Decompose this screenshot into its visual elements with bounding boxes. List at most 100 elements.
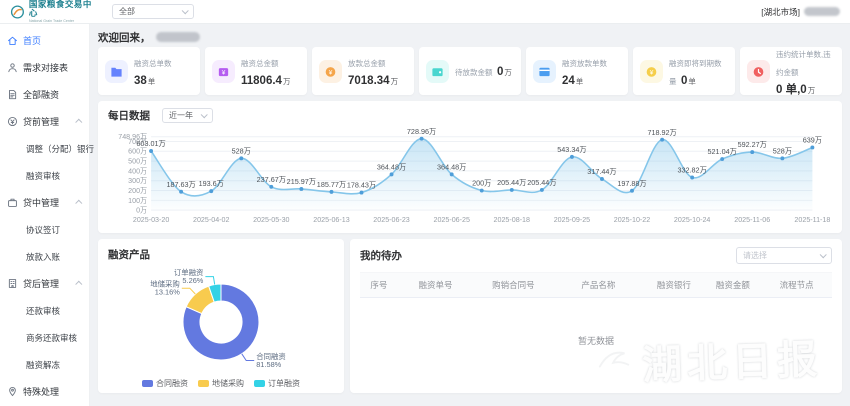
svg-text:200万: 200万 bbox=[128, 187, 147, 195]
market-filter-select[interactable]: 全部 bbox=[112, 4, 194, 19]
todo-filter-select[interactable]: 请选择 bbox=[736, 246, 832, 264]
chevron-down-icon bbox=[200, 111, 208, 119]
market-filter-value: 全部 bbox=[119, 7, 135, 16]
svg-text:¥: ¥ bbox=[329, 69, 333, 76]
chevron-down-icon bbox=[819, 250, 827, 258]
stat-unit: 万 bbox=[807, 86, 816, 95]
date-range-select[interactable]: 近一年 bbox=[162, 108, 213, 123]
sidebar: 首页 需求对接表 全部融资 贷前管理 调整（分配）银行 融资审核 贷中管理 协议… bbox=[0, 24, 94, 406]
svg-text:364.48万: 364.48万 bbox=[377, 162, 406, 171]
svg-text:317.44万: 317.44万 bbox=[587, 167, 616, 176]
money-box-icon: ¥ bbox=[212, 59, 235, 83]
column-header-product-name: 产品名称 bbox=[553, 271, 644, 298]
sidebar-item-all-financing[interactable]: 全部融资 bbox=[0, 81, 89, 108]
stat-label: 融资即将到期数量 bbox=[669, 59, 722, 86]
card-icon bbox=[533, 59, 556, 83]
legend-item[interactable]: 地储采购 bbox=[198, 378, 244, 389]
sidebar-item-label: 融资解冻 bbox=[26, 359, 61, 370]
stat-label: 放款总金额 bbox=[348, 59, 386, 68]
svg-text:332.82万: 332.82万 bbox=[678, 166, 707, 175]
sidebar-item-label: 需求对接表 bbox=[23, 63, 69, 73]
svg-text:81.58%: 81.58% bbox=[256, 360, 281, 369]
stat-card-defaults: 违约统计单数,违约金额 0 单,0万 bbox=[740, 47, 842, 96]
svg-text:13.16%: 13.16% bbox=[155, 287, 180, 296]
stat-value: 7018.34 bbox=[348, 75, 390, 87]
stat-unit: 万 bbox=[390, 77, 399, 86]
stat-card-disbursed-orders: 融资放款单数 24单 bbox=[526, 47, 628, 95]
stat-cards-row: 融资总单数 38单 ¥ 融资总金额 11806.4万 ¥ 放款总金额 7018.… bbox=[98, 47, 842, 96]
financing-products-panel: 融资产品 合同融资 81.58% 地储采购 13.16% 订单融资 5.26% 合同融资地… bbox=[98, 238, 344, 393]
svg-text:2025-03-20: 2025-03-20 bbox=[133, 216, 169, 224]
clock-icon bbox=[747, 59, 770, 83]
document-icon bbox=[9, 89, 17, 100]
sidebar-group-pre-loan[interactable]: 贷前管理 bbox=[0, 108, 89, 135]
svg-text:2025-10-24: 2025-10-24 bbox=[674, 216, 710, 224]
sidebar-item-demand-table[interactable]: 需求对接表 bbox=[0, 54, 89, 81]
svg-text:528万: 528万 bbox=[773, 146, 792, 155]
stat-label: 违约统计单数,违约金额 bbox=[776, 50, 831, 77]
stat-unit: 万 bbox=[282, 77, 291, 86]
svg-text:700万: 700万 bbox=[128, 138, 147, 146]
column-header-index: 序号 bbox=[360, 271, 398, 298]
stat-card-total-orders: 融资总单数 38单 bbox=[98, 47, 200, 95]
svg-text:197.88万: 197.88万 bbox=[617, 179, 646, 188]
svg-text:¥: ¥ bbox=[650, 69, 654, 76]
svg-text:718.92万: 718.92万 bbox=[647, 128, 676, 137]
sidebar-group-post-loan[interactable]: 贷后管理 bbox=[0, 270, 89, 297]
sidebar-item-loan-disbursement[interactable]: 放款入账 bbox=[0, 243, 89, 270]
stat-card-total-amount: ¥ 融资总金额 11806.4万 bbox=[205, 47, 307, 95]
sidebar-group-mid-loan[interactable]: 贷中管理 bbox=[0, 189, 89, 216]
sidebar-item-special-handling[interactable]: 特殊处理 bbox=[0, 378, 89, 405]
legend-item[interactable]: 合同融资 bbox=[142, 378, 188, 389]
briefcase-icon bbox=[8, 198, 17, 207]
svg-text:订单融资: 订单融资 bbox=[174, 268, 204, 277]
brand-logo: 国家粮食交易中心 National Grain Trade Center bbox=[10, 0, 96, 23]
wallet-icon bbox=[426, 59, 449, 83]
stat-label: 融资总单数 bbox=[134, 59, 172, 68]
svg-text:2025-09-25: 2025-09-25 bbox=[554, 216, 590, 224]
sidebar-item-label: 贷后管理 bbox=[23, 279, 60, 289]
svg-text:¥: ¥ bbox=[222, 69, 226, 76]
sidebar-item-home[interactable]: 首页 bbox=[0, 27, 89, 54]
sidebar-item-label: 全部融资 bbox=[23, 90, 60, 100]
sidebar-item-financing-unfreeze[interactable]: 融资解冻 bbox=[0, 351, 89, 378]
svg-text:237.67万: 237.67万 bbox=[257, 175, 286, 184]
sidebar-item-label: 特殊处理 bbox=[23, 387, 60, 397]
redacted-username bbox=[155, 32, 200, 42]
stat-value: 0 bbox=[496, 66, 504, 78]
column-header-financing-no: 融资单号 bbox=[397, 271, 474, 298]
sidebar-item-label: 协议签订 bbox=[26, 224, 61, 235]
stat-value: 11806.4 bbox=[241, 75, 282, 87]
daily-data-title: 每日数据 bbox=[108, 110, 150, 122]
svg-text:215.97万: 215.97万 bbox=[287, 177, 316, 186]
chevron-up-icon bbox=[75, 199, 83, 207]
sidebar-item-financing-review[interactable]: 融资审核 bbox=[0, 162, 89, 189]
svg-text:205.44万: 205.44万 bbox=[497, 178, 526, 187]
sidebar-item-business-repayment-review[interactable]: 商务还款审核 bbox=[0, 324, 89, 351]
stat-unit: 单 bbox=[147, 77, 156, 86]
svg-text:500万: 500万 bbox=[128, 158, 147, 166]
sidebar-item-adjust-bank[interactable]: 调整（分配）银行 bbox=[0, 135, 94, 162]
sidebar-item-repayment-review[interactable]: 还款审核 bbox=[0, 297, 89, 324]
sidebar-item-label: 调整（分配）银行 bbox=[26, 143, 95, 154]
stat-unit: 万 bbox=[504, 68, 512, 77]
svg-text:2025-06-23: 2025-06-23 bbox=[373, 216, 409, 224]
top-header: 国家粮食交易中心 National Grain Trade Center 全部 … bbox=[0, 0, 850, 24]
stat-value: 0 bbox=[680, 75, 688, 87]
todo-panel: 我的待办 请选择 序号 融资单号 购销合同号 产品名称 融资银行 融资金额 流程… bbox=[350, 238, 842, 393]
svg-text:合同融资: 合同融资 bbox=[256, 352, 286, 361]
chevron-up-icon bbox=[75, 118, 83, 126]
user-icon bbox=[8, 63, 17, 73]
greeting-text: 欢迎回来， bbox=[98, 31, 151, 44]
svg-text:528万: 528万 bbox=[232, 146, 251, 155]
svg-text:364.48万: 364.48万 bbox=[437, 162, 466, 171]
redacted-username[interactable] bbox=[804, 7, 840, 16]
sidebar-item-agreement-signing[interactable]: 协议签订 bbox=[0, 216, 89, 243]
chevron-up-icon bbox=[75, 280, 83, 288]
svg-text:地储采购: 地储采购 bbox=[150, 279, 180, 288]
legend-item[interactable]: 订单融资 bbox=[254, 378, 300, 389]
column-header-process-node: 流程节点 bbox=[761, 271, 832, 298]
svg-text:5.26%: 5.26% bbox=[182, 276, 203, 285]
